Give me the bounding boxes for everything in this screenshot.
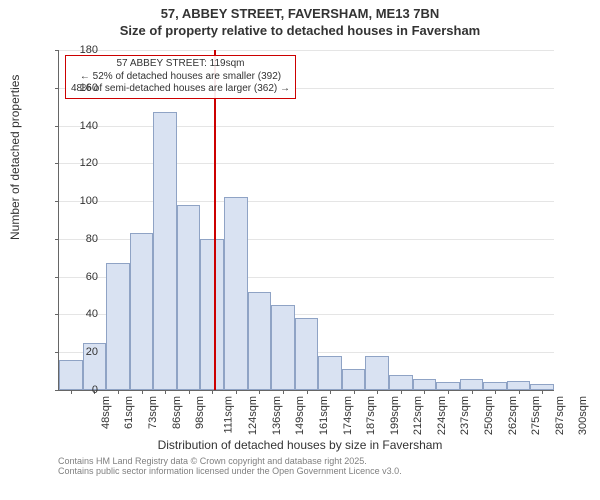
bar — [153, 112, 177, 390]
xtick-label: 48sqm — [100, 396, 112, 429]
bar — [460, 379, 484, 390]
chart: 57 ABBEY STREET: 119sqm← 52% of detached… — [58, 50, 553, 430]
ytick-label: 40 — [58, 308, 98, 320]
gridline — [59, 163, 554, 164]
xtick-label: 174sqm — [342, 396, 354, 435]
xtick-label: 287sqm — [554, 396, 566, 435]
credits-line: Contains public sector information licen… — [58, 466, 402, 476]
xtick-mark — [354, 390, 355, 394]
page-title-line1: 57, ABBEY STREET, FAVERSHAM, ME13 7BN — [0, 6, 600, 23]
ytick-label: 120 — [58, 157, 98, 169]
xtick-label: 224sqm — [436, 396, 448, 435]
bar — [248, 292, 272, 390]
xtick-mark — [519, 390, 520, 394]
ytick-label: 160 — [58, 82, 98, 94]
credits-line: Contains HM Land Registry data © Crown c… — [58, 456, 402, 466]
ytick-label: 140 — [58, 120, 98, 132]
gridline — [59, 201, 554, 202]
annotation-box: 57 ABBEY STREET: 119sqm← 52% of detached… — [65, 55, 296, 99]
xtick-label: 250sqm — [483, 396, 495, 435]
xtick-label: 161sqm — [318, 396, 330, 435]
xtick-label: 73sqm — [147, 396, 159, 429]
credits: Contains HM Land Registry data © Crown c… — [58, 456, 402, 477]
xtick-mark — [472, 390, 473, 394]
bar — [271, 305, 295, 390]
annotation-line: 48% of semi-detached houses are larger (… — [71, 83, 290, 96]
xtick-mark — [377, 390, 378, 394]
ytick-label: 180 — [58, 44, 98, 56]
xtick-mark — [283, 390, 284, 394]
xtick-label: 111sqm — [222, 396, 234, 434]
bar — [342, 369, 366, 390]
annotation-line: ← 52% of detached houses are smaller (39… — [71, 71, 290, 84]
bar — [483, 382, 507, 390]
xtick-mark — [189, 390, 190, 394]
xtick-label: 61sqm — [123, 396, 135, 429]
xtick-label: 149sqm — [294, 396, 306, 435]
xtick-mark — [307, 390, 308, 394]
gridline — [59, 126, 554, 127]
xtick-mark — [236, 390, 237, 394]
bar — [413, 379, 437, 390]
xtick-label: 237sqm — [459, 396, 471, 435]
xtick-label: 136sqm — [271, 396, 283, 435]
xtick-label: 124sqm — [247, 396, 259, 435]
xtick-mark — [212, 390, 213, 394]
x-axis-label: Distribution of detached houses by size … — [0, 438, 600, 452]
xtick-label: 262sqm — [507, 396, 519, 435]
xtick-label: 300sqm — [577, 396, 589, 435]
bar — [389, 375, 413, 390]
bar — [224, 197, 248, 390]
xtick-label: 275sqm — [530, 396, 542, 435]
xtick-mark — [330, 390, 331, 394]
ytick-label: 0 — [58, 384, 98, 396]
bar — [295, 318, 319, 390]
bar — [507, 381, 531, 390]
page-title-line2: Size of property relative to detached ho… — [0, 23, 600, 40]
xtick-mark — [259, 390, 260, 394]
xtick-label: 199sqm — [389, 396, 401, 435]
bar — [177, 205, 201, 390]
gridline — [59, 50, 554, 51]
xtick-mark — [142, 390, 143, 394]
bar — [130, 233, 154, 390]
xtick-mark — [448, 390, 449, 394]
xtick-label: 86sqm — [171, 396, 183, 429]
ytick-label: 20 — [58, 346, 98, 358]
bar — [365, 356, 389, 390]
bar — [318, 356, 342, 390]
bar — [106, 263, 130, 390]
xtick-mark — [401, 390, 402, 394]
y-axis-label: Number of detached properties — [8, 75, 22, 240]
xtick-mark — [495, 390, 496, 394]
reference-line — [214, 50, 216, 390]
xtick-mark — [165, 390, 166, 394]
bar — [436, 382, 460, 390]
xtick-mark — [424, 390, 425, 394]
xtick-label: 187sqm — [365, 396, 377, 435]
plot-area: 57 ABBEY STREET: 119sqm← 52% of detached… — [58, 50, 554, 391]
xtick-mark — [118, 390, 119, 394]
xtick-mark — [542, 390, 543, 394]
xtick-label: 98sqm — [194, 396, 206, 429]
annotation-line: 57 ABBEY STREET: 119sqm — [71, 58, 290, 71]
ytick-label: 60 — [58, 271, 98, 283]
ytick-label: 100 — [58, 195, 98, 207]
ytick-label: 80 — [58, 233, 98, 245]
xtick-label: 212sqm — [412, 396, 424, 435]
bar — [200, 239, 224, 390]
